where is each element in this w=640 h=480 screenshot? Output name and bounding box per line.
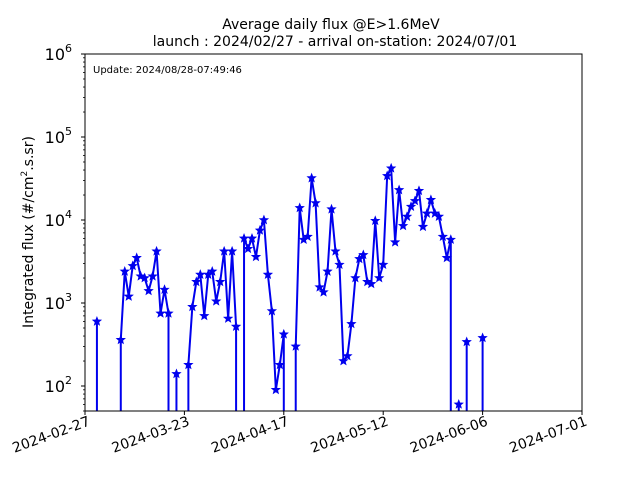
- data-point: [270, 384, 281, 395]
- y-tick-base: 10: [45, 294, 65, 313]
- data-point: [409, 195, 421, 206]
- data-point: [437, 231, 448, 242]
- data-point: [207, 266, 218, 276]
- y-tick-base: 10: [45, 377, 65, 396]
- data-point: [123, 291, 134, 301]
- data-point: [246, 233, 258, 243]
- data-point: [453, 399, 464, 409]
- data-point: [163, 307, 174, 318]
- chart-subtitle: launch : 2024/02/27 - arrival on-station…: [153, 34, 518, 50]
- data-point: [250, 251, 262, 262]
- data-point: [151, 245, 162, 256]
- y-tick-exp: 3: [65, 291, 72, 304]
- data-point: [366, 278, 377, 289]
- data-point: [330, 245, 341, 256]
- data-point: [242, 243, 254, 254]
- data-point: [226, 245, 238, 256]
- y-tick-label: 104: [45, 208, 72, 230]
- data-point: [334, 259, 345, 270]
- data-point: [314, 281, 325, 292]
- data-point: [338, 355, 349, 366]
- y-axis-label-sup: 2: [20, 171, 30, 177]
- data-point: [199, 310, 210, 321]
- y-tick-label: 106: [45, 42, 72, 64]
- data-point: [119, 266, 130, 276]
- data-point: [370, 215, 381, 226]
- data-point: [159, 284, 170, 295]
- data-point: [342, 350, 353, 361]
- data-point: [326, 203, 337, 214]
- data-point: [127, 260, 138, 271]
- data-point: [294, 202, 305, 213]
- update-text: Update: 2024/08/28-07:49:46: [93, 65, 242, 76]
- y-axis-label-main: Integrated flux (#/cm: [21, 177, 37, 328]
- data-point: [258, 214, 270, 225]
- y-tick-exp: 6: [65, 42, 72, 55]
- data-point: [433, 211, 445, 221]
- data-point: [91, 315, 103, 326]
- data-point: [290, 340, 301, 351]
- data-point: [358, 249, 369, 260]
- data-point: [306, 172, 317, 183]
- y-tick-label: 102: [45, 374, 72, 396]
- data-point: [374, 272, 385, 283]
- data-point: [441, 252, 452, 263]
- data-point: [397, 220, 409, 231]
- data-point: [378, 259, 389, 270]
- data-point: [405, 201, 417, 211]
- chart-title: Average daily flux @E>1.6MeV: [222, 17, 440, 33]
- data-point: [191, 276, 202, 287]
- data-point: [147, 270, 158, 281]
- data-point: [346, 318, 357, 329]
- data-point: [183, 359, 194, 370]
- data-point: [215, 276, 226, 287]
- y-tick-base: 10: [45, 45, 65, 64]
- y-tick-label: 105: [45, 125, 72, 147]
- y-tick-exp: 4: [65, 208, 72, 221]
- y-tick-label: 103: [45, 291, 72, 313]
- data-point: [278, 328, 289, 339]
- y-tick-base: 10: [45, 211, 65, 230]
- data-point: [230, 321, 242, 331]
- data-layer: [91, 162, 488, 411]
- data-point: [222, 313, 234, 323]
- data-point: [143, 285, 154, 296]
- data-point: [211, 295, 222, 306]
- data-point: [254, 224, 266, 235]
- data-point: [187, 301, 198, 312]
- data-point: [417, 221, 429, 232]
- data-point: [310, 197, 321, 208]
- data-point: [461, 336, 472, 347]
- y-axis-label-tail: .s.sr): [21, 136, 37, 171]
- y-axis-label: Integrated flux (#/cm2.s.sr): [20, 136, 37, 328]
- y-tick-exp: 5: [65, 125, 72, 138]
- data-point: [425, 194, 437, 205]
- data-point: [115, 334, 126, 345]
- data-point: [171, 368, 182, 379]
- data-point: [401, 211, 413, 221]
- data-point: [393, 184, 405, 195]
- data-point: [131, 252, 142, 263]
- data-point: [386, 162, 397, 173]
- data-point: [266, 305, 278, 316]
- data-point: [445, 234, 456, 245]
- data-point: [322, 266, 333, 276]
- data-point: [413, 185, 425, 196]
- data-point: [274, 359, 285, 370]
- data-point: [477, 332, 488, 343]
- data-point: [302, 231, 313, 242]
- data-point: [389, 236, 401, 247]
- data-point: [139, 272, 150, 283]
- y-tick-base: 10: [45, 128, 65, 147]
- data-point: [350, 272, 361, 283]
- y-tick-exp: 2: [65, 374, 72, 387]
- plot-frame: [84, 53, 583, 412]
- data-point: [262, 269, 274, 279]
- data-point: [318, 286, 329, 297]
- data-point: [382, 170, 393, 181]
